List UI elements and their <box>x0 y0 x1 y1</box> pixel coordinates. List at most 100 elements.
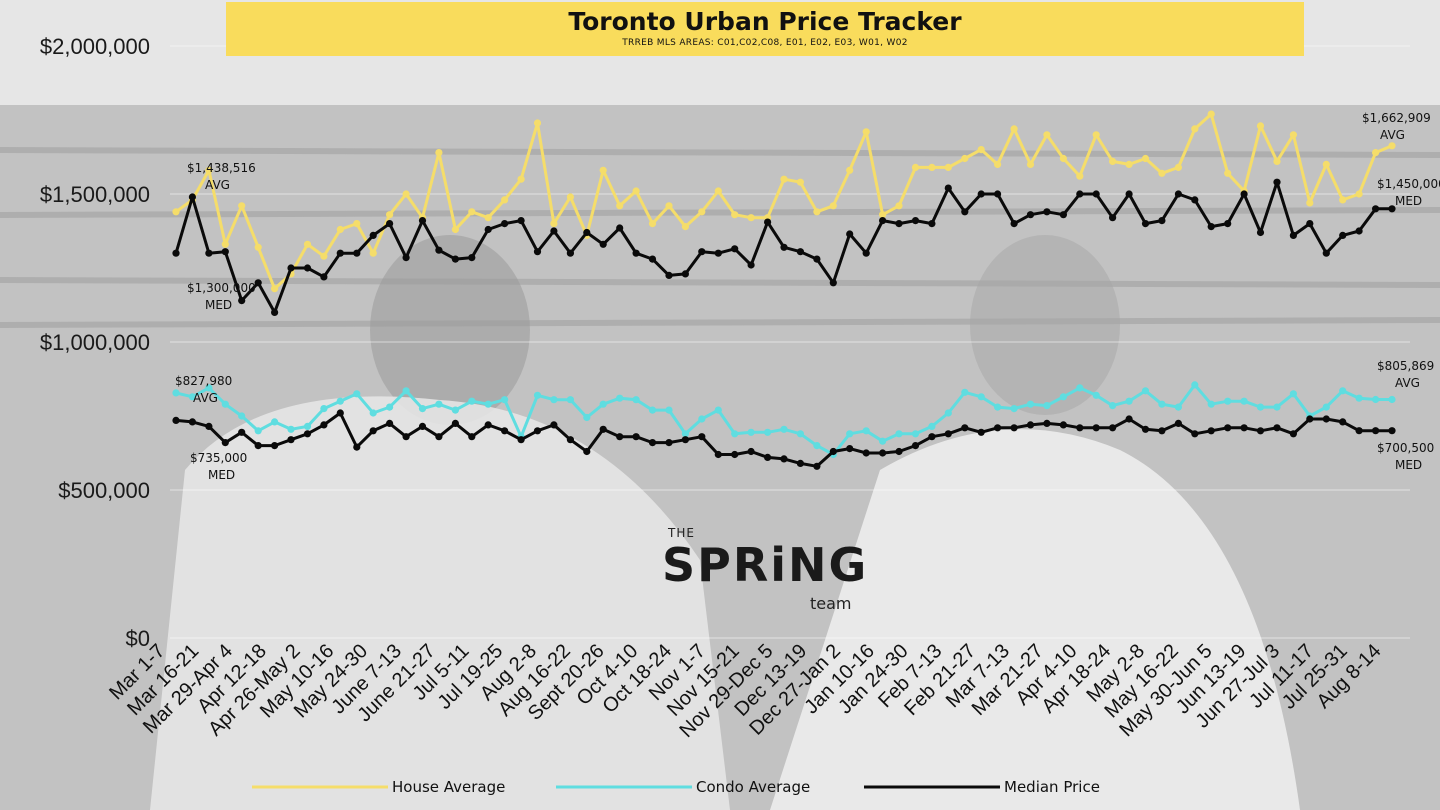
data-point <box>1010 424 1018 432</box>
data-point <box>484 225 492 234</box>
data-point <box>599 240 607 248</box>
data-point <box>451 255 459 263</box>
data-point <box>1059 421 1067 429</box>
data-point <box>599 425 607 433</box>
data-point <box>599 166 607 174</box>
data-point <box>665 271 673 279</box>
data-point <box>1092 190 1100 198</box>
data-point <box>796 459 805 467</box>
data-point <box>369 409 377 417</box>
data-point <box>287 425 295 433</box>
data-point <box>731 245 739 253</box>
data-point <box>1043 402 1051 410</box>
data-point <box>1043 419 1051 427</box>
data-point <box>1076 172 1084 180</box>
annotation-value: $1,438,516 <box>187 161 256 175</box>
data-point <box>731 450 739 459</box>
data-point <box>271 442 279 450</box>
data-point <box>369 249 377 257</box>
data-point <box>846 230 854 238</box>
data-point <box>764 218 772 226</box>
data-point <box>1043 131 1051 139</box>
data-point <box>813 208 821 216</box>
data-point <box>205 422 213 430</box>
data-point <box>1026 211 1035 219</box>
data-point <box>665 406 673 414</box>
data-point <box>714 249 722 257</box>
data-point <box>1372 395 1380 404</box>
data-point <box>402 433 410 441</box>
data-point <box>681 270 690 278</box>
data-point <box>533 391 542 399</box>
data-point <box>1372 205 1380 213</box>
series-2 <box>172 409 1396 470</box>
data-point <box>1355 427 1363 435</box>
data-point <box>747 261 755 269</box>
data-point <box>632 249 640 257</box>
data-point <box>764 453 772 461</box>
data-point <box>254 442 262 450</box>
data-point <box>238 428 246 436</box>
data-point <box>829 202 837 210</box>
data-point <box>895 220 903 228</box>
logo-spring-text: SPRiNG <box>662 538 869 592</box>
y-tick-label: $1,000,000 <box>40 330 150 355</box>
data-point <box>254 279 262 287</box>
legend: House Average Condo Average Median Price <box>252 778 1100 796</box>
data-point <box>648 439 657 447</box>
data-point <box>1256 228 1265 237</box>
data-point <box>533 248 542 256</box>
y-axis: $0 $500,000 $1,000,000 $1,500,000 $2,000,000 <box>40 34 150 651</box>
data-point <box>911 430 920 438</box>
data-point <box>484 214 492 222</box>
legend-label: Condo Average <box>696 778 810 796</box>
data-point <box>1059 211 1067 219</box>
y-tick-label: $500,000 <box>58 478 150 503</box>
plot-series <box>172 110 1396 470</box>
data-point <box>221 240 229 248</box>
data-point <box>435 433 443 441</box>
data-point <box>1076 384 1084 392</box>
data-point <box>780 243 788 251</box>
data-point <box>731 430 739 438</box>
data-point <box>435 246 443 254</box>
data-point <box>336 409 344 417</box>
data-point <box>1158 427 1166 435</box>
data-point <box>386 403 394 411</box>
spring-team-logo: THE SPRiNG team <box>660 526 870 616</box>
data-point <box>632 433 640 441</box>
data-point <box>698 208 706 216</box>
annotation-tag: MED <box>205 298 232 312</box>
data-point <box>1372 149 1380 157</box>
data-point <box>862 249 870 257</box>
data-point <box>550 220 558 228</box>
data-point <box>961 388 969 396</box>
data-point <box>172 389 180 397</box>
data-point <box>451 419 459 427</box>
data-point <box>1273 178 1281 186</box>
data-point <box>879 437 887 445</box>
data-point <box>1141 220 1150 228</box>
data-point <box>1092 131 1100 139</box>
data-point <box>846 166 854 174</box>
data-point <box>566 396 575 404</box>
data-point <box>303 240 312 248</box>
data-point <box>780 175 788 183</box>
data-point <box>1306 220 1314 228</box>
data-point <box>336 225 344 234</box>
data-point <box>616 394 624 402</box>
data-point <box>1125 190 1133 198</box>
data-point <box>451 225 459 234</box>
data-point <box>418 217 427 225</box>
data-point <box>188 193 196 201</box>
data-point <box>944 430 952 438</box>
data-point <box>599 400 607 408</box>
annotation-tag: AVG <box>1395 376 1420 390</box>
data-point <box>944 184 952 192</box>
data-point <box>1355 394 1363 402</box>
data-point <box>287 436 295 444</box>
data-point <box>928 422 936 430</box>
data-point <box>1191 381 1199 389</box>
data-point <box>1388 427 1396 435</box>
